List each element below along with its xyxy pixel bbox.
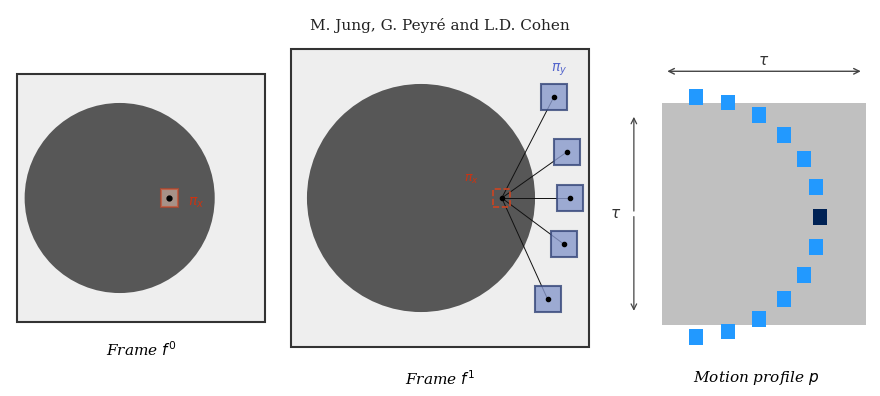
Circle shape xyxy=(25,103,215,293)
Text: M. Jung, G. Peyré and L.D. Cohen: M. Jung, G. Peyré and L.D. Cohen xyxy=(310,18,570,33)
Bar xyxy=(689,89,703,105)
Bar xyxy=(809,179,823,195)
Text: Frame $f^1$: Frame $f^1$ xyxy=(405,369,475,388)
Text: Motion profile $p$: Motion profile $p$ xyxy=(693,369,819,387)
Bar xyxy=(722,324,736,339)
Bar xyxy=(557,185,583,211)
Bar xyxy=(777,127,791,143)
Bar xyxy=(160,189,178,207)
Text: Frame $f^0$: Frame $f^0$ xyxy=(106,341,176,359)
Bar xyxy=(777,291,791,307)
Bar xyxy=(722,95,736,110)
Text: $\tau$: $\tau$ xyxy=(610,207,621,221)
Bar xyxy=(493,189,510,207)
Text: $\pi_x$: $\pi_x$ xyxy=(464,173,479,186)
Text: $\pi_y$: $\pi_y$ xyxy=(551,61,567,78)
Bar xyxy=(689,329,703,345)
Bar xyxy=(796,151,810,167)
Bar xyxy=(541,84,567,110)
Bar xyxy=(752,311,766,327)
Text: $\pi_x$: $\pi_x$ xyxy=(187,196,204,210)
Bar xyxy=(809,239,823,255)
Text: $\tau$: $\tau$ xyxy=(759,54,770,68)
Bar xyxy=(796,267,810,283)
Bar xyxy=(554,139,580,165)
Bar xyxy=(662,103,866,325)
Bar xyxy=(752,107,766,123)
Bar xyxy=(535,286,561,312)
Bar xyxy=(551,231,576,257)
Bar xyxy=(813,209,827,225)
Circle shape xyxy=(307,84,535,312)
